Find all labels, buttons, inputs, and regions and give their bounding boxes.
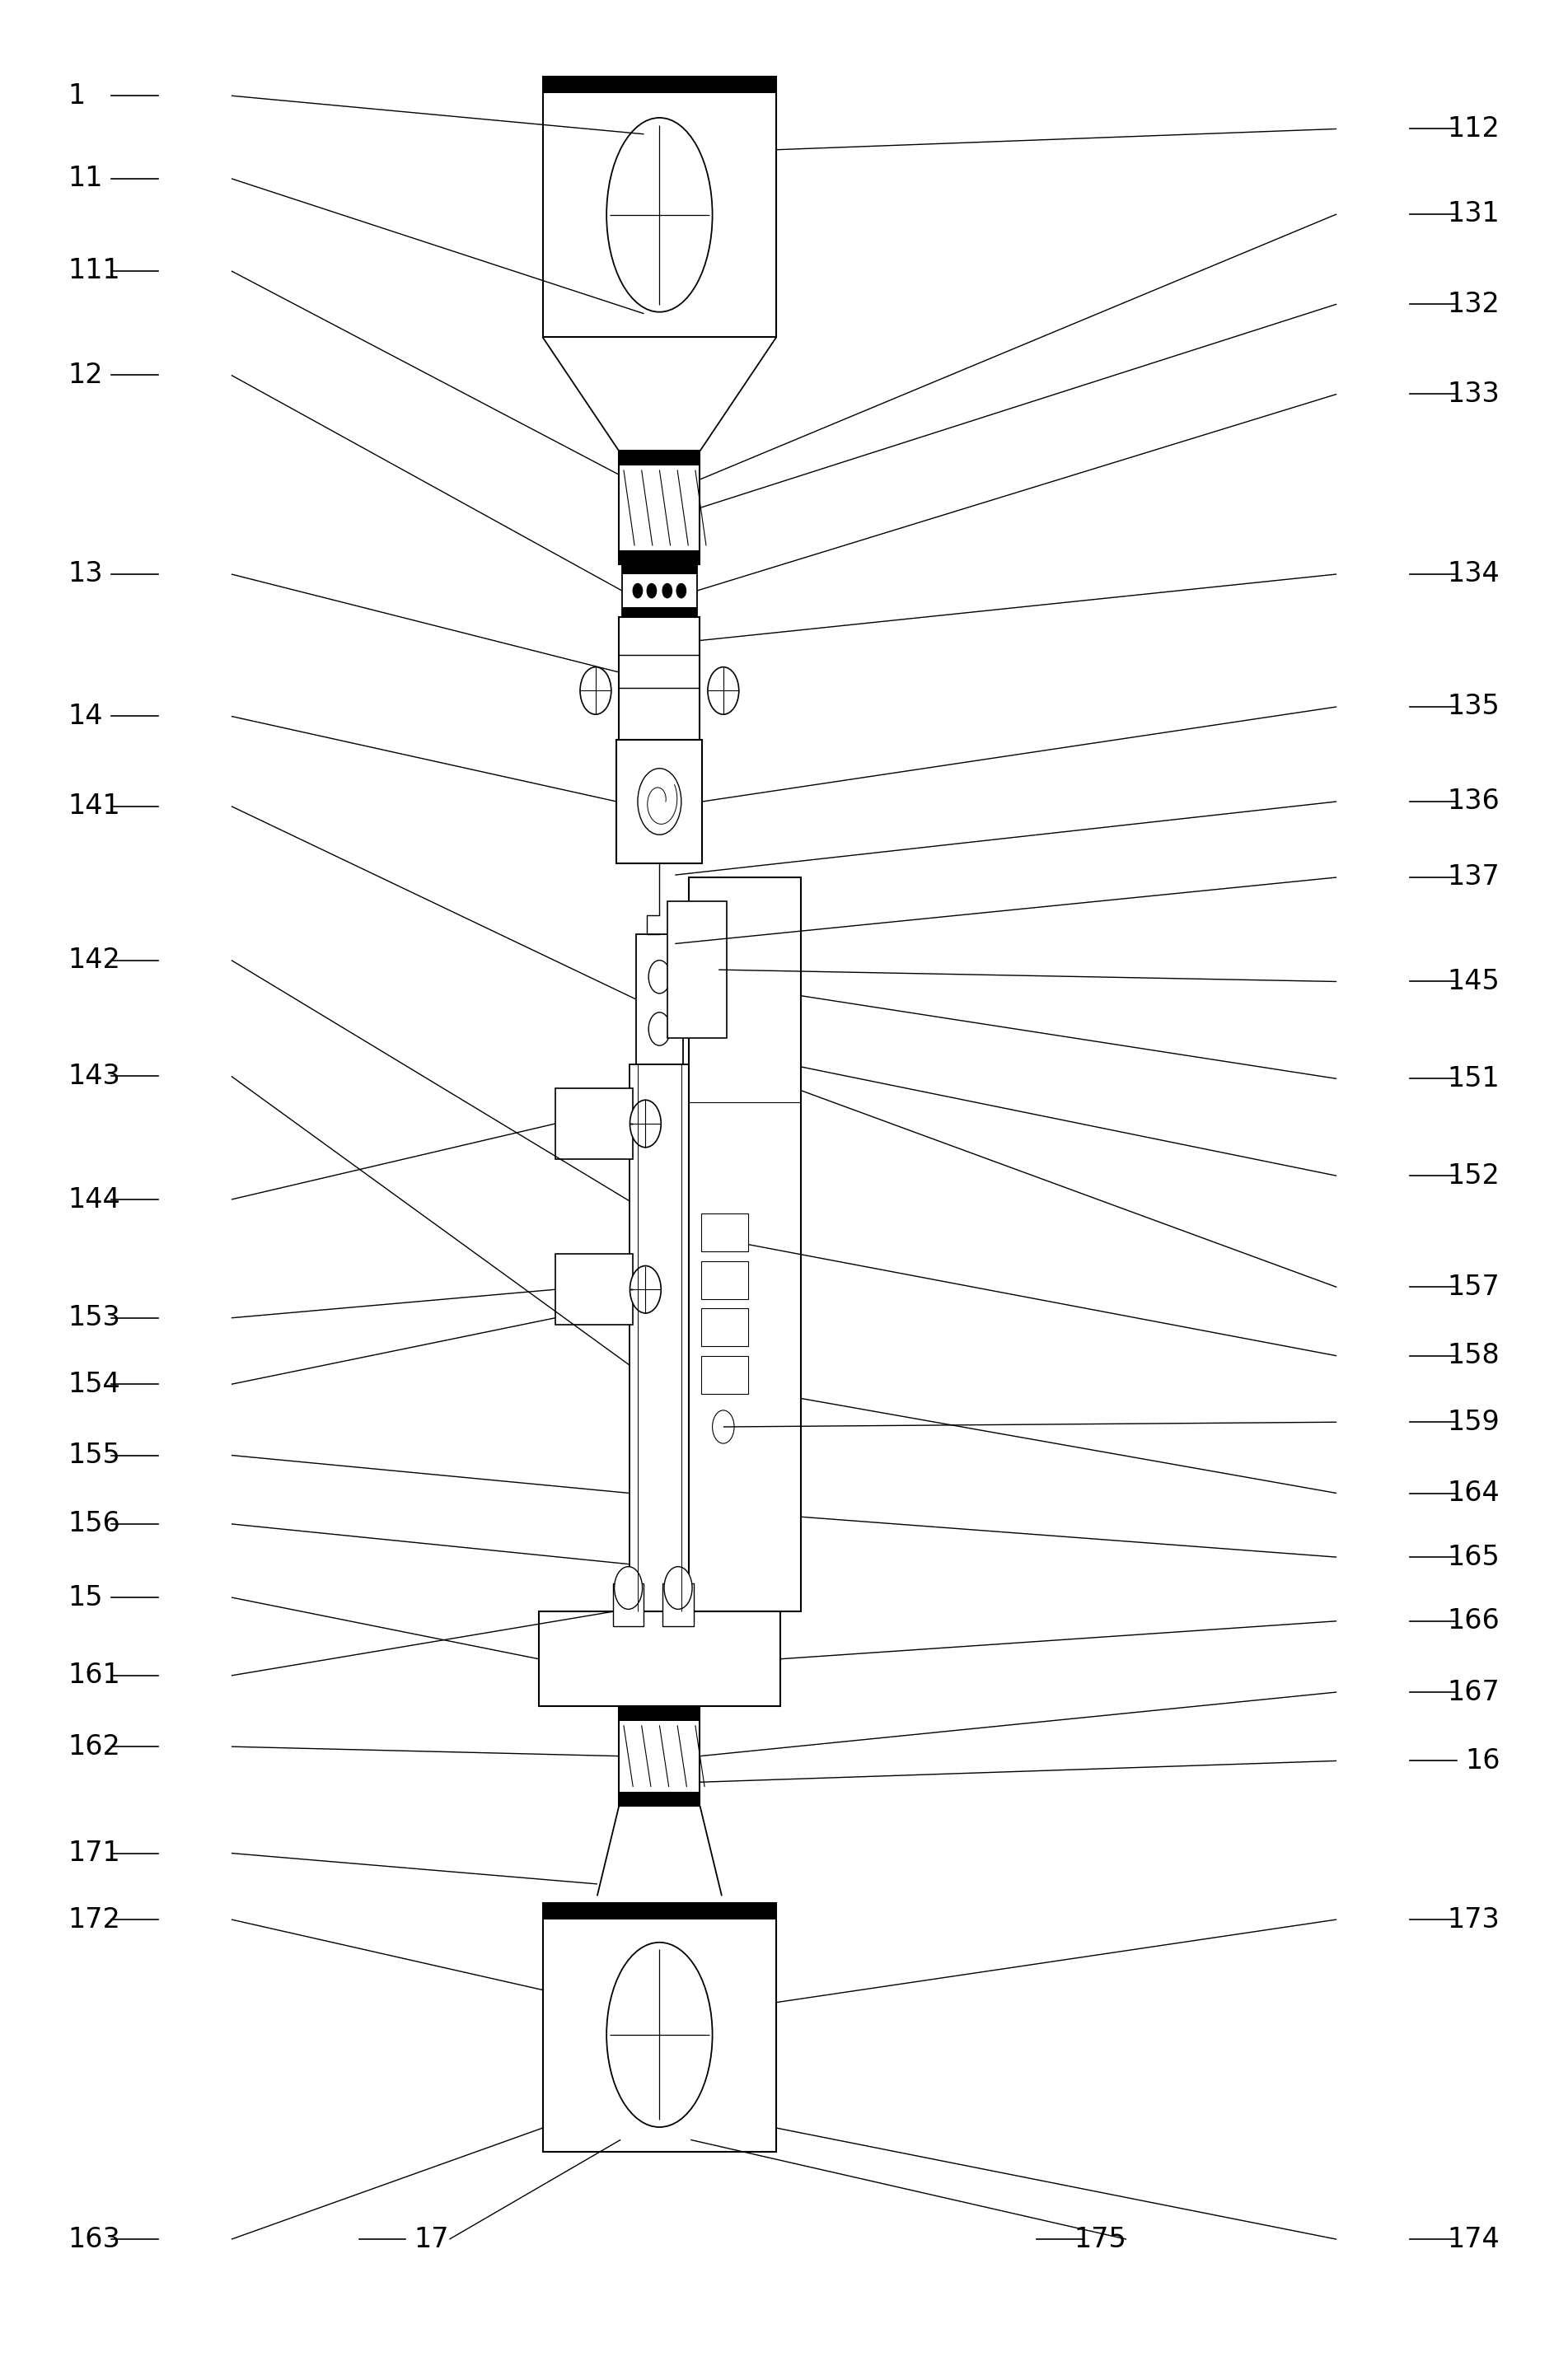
Text: 143: 143 bbox=[67, 1064, 121, 1090]
Circle shape bbox=[649, 1012, 671, 1045]
Bar bbox=[616, 740, 702, 864]
Text: 13: 13 bbox=[67, 562, 103, 588]
Text: 11: 11 bbox=[67, 164, 103, 193]
Bar bbox=[622, 564, 696, 574]
Text: 135: 135 bbox=[1447, 693, 1501, 721]
Text: 162: 162 bbox=[67, 1733, 121, 1761]
Bar bbox=[701, 1309, 748, 1347]
Bar bbox=[555, 1254, 633, 1326]
Bar bbox=[543, 76, 776, 338]
Text: 16: 16 bbox=[1465, 1747, 1501, 1775]
Bar bbox=[619, 1706, 699, 1806]
Bar bbox=[555, 1088, 633, 1159]
Circle shape bbox=[615, 1566, 643, 1609]
Ellipse shape bbox=[607, 1942, 712, 2128]
Text: 17: 17 bbox=[414, 2225, 450, 2254]
Circle shape bbox=[638, 769, 681, 835]
Text: 142: 142 bbox=[67, 947, 121, 973]
Text: 131: 131 bbox=[1447, 200, 1501, 228]
Bar bbox=[701, 1261, 748, 1299]
Bar bbox=[543, 1904, 776, 1921]
Text: 132: 132 bbox=[1447, 290, 1501, 319]
Circle shape bbox=[665, 1566, 691, 1609]
Circle shape bbox=[707, 666, 739, 714]
Circle shape bbox=[630, 1266, 662, 1314]
Text: 158: 158 bbox=[1447, 1342, 1501, 1368]
Ellipse shape bbox=[607, 117, 712, 312]
Text: 14: 14 bbox=[67, 702, 103, 731]
Text: 153: 153 bbox=[67, 1304, 121, 1330]
Text: 154: 154 bbox=[67, 1371, 121, 1397]
Bar bbox=[688, 878, 801, 1611]
Circle shape bbox=[712, 1411, 734, 1442]
Text: 141: 141 bbox=[67, 793, 121, 819]
Circle shape bbox=[630, 1100, 662, 1147]
Circle shape bbox=[677, 583, 685, 597]
Text: 144: 144 bbox=[67, 1185, 121, 1214]
Circle shape bbox=[663, 583, 673, 597]
Bar bbox=[637, 935, 682, 1064]
Text: 136: 136 bbox=[1447, 788, 1501, 814]
Bar bbox=[543, 76, 776, 93]
Text: 173: 173 bbox=[1447, 1906, 1501, 1933]
Text: 1: 1 bbox=[67, 83, 86, 109]
Text: 15: 15 bbox=[67, 1583, 103, 1611]
Text: 134: 134 bbox=[1447, 562, 1501, 588]
Circle shape bbox=[648, 583, 657, 597]
Bar bbox=[619, 616, 699, 740]
Bar bbox=[619, 450, 699, 564]
Bar bbox=[668, 902, 726, 1038]
Text: 167: 167 bbox=[1447, 1678, 1501, 1706]
Bar bbox=[622, 564, 696, 616]
Bar bbox=[539, 1611, 781, 1706]
Circle shape bbox=[580, 666, 612, 714]
Bar bbox=[663, 1583, 693, 1626]
Text: 152: 152 bbox=[1447, 1161, 1501, 1190]
Text: 112: 112 bbox=[1447, 114, 1501, 143]
Text: 175: 175 bbox=[1074, 2225, 1126, 2254]
Text: 111: 111 bbox=[67, 257, 121, 286]
Text: 164: 164 bbox=[1447, 1480, 1501, 1507]
Bar bbox=[701, 1214, 748, 1252]
Text: 151: 151 bbox=[1447, 1066, 1501, 1092]
Text: 166: 166 bbox=[1447, 1606, 1501, 1635]
Text: 165: 165 bbox=[1447, 1545, 1501, 1571]
Bar bbox=[543, 1904, 776, 2152]
Text: 156: 156 bbox=[67, 1511, 121, 1537]
Text: 133: 133 bbox=[1447, 381, 1501, 407]
Text: 155: 155 bbox=[67, 1442, 121, 1468]
Bar bbox=[622, 607, 696, 616]
Text: 12: 12 bbox=[67, 362, 103, 388]
Text: 163: 163 bbox=[67, 2225, 121, 2254]
Text: 161: 161 bbox=[67, 1661, 121, 1690]
Bar bbox=[619, 450, 699, 464]
Text: 157: 157 bbox=[1447, 1273, 1501, 1302]
Text: 172: 172 bbox=[67, 1906, 121, 1933]
Circle shape bbox=[649, 959, 671, 992]
Bar bbox=[630, 1064, 688, 1611]
Bar bbox=[619, 1706, 699, 1721]
Text: 174: 174 bbox=[1447, 2225, 1501, 2254]
Bar bbox=[619, 1792, 699, 1806]
Bar bbox=[619, 550, 699, 564]
Text: 159: 159 bbox=[1447, 1409, 1501, 1435]
Circle shape bbox=[633, 583, 643, 597]
Text: 171: 171 bbox=[67, 1840, 121, 1866]
Bar bbox=[701, 1357, 748, 1395]
Text: 145: 145 bbox=[1447, 969, 1501, 995]
Bar bbox=[613, 1583, 644, 1626]
Text: 137: 137 bbox=[1447, 864, 1501, 890]
